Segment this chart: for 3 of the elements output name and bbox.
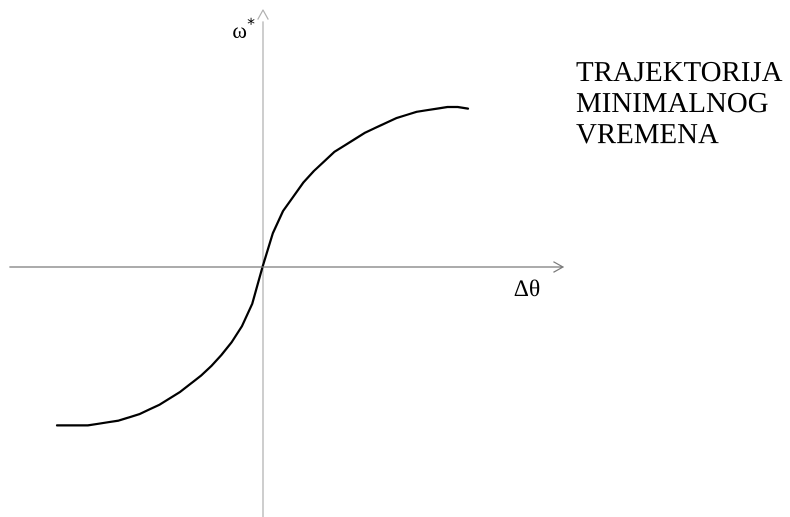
x-axis-title: Δθ — [514, 279, 540, 296]
text: TRAJEKTORIJA MINIMALNOG VREMENA — [576, 62, 782, 144]
y-axis-title: ω$^{*}$ — [233, 18, 254, 38]
